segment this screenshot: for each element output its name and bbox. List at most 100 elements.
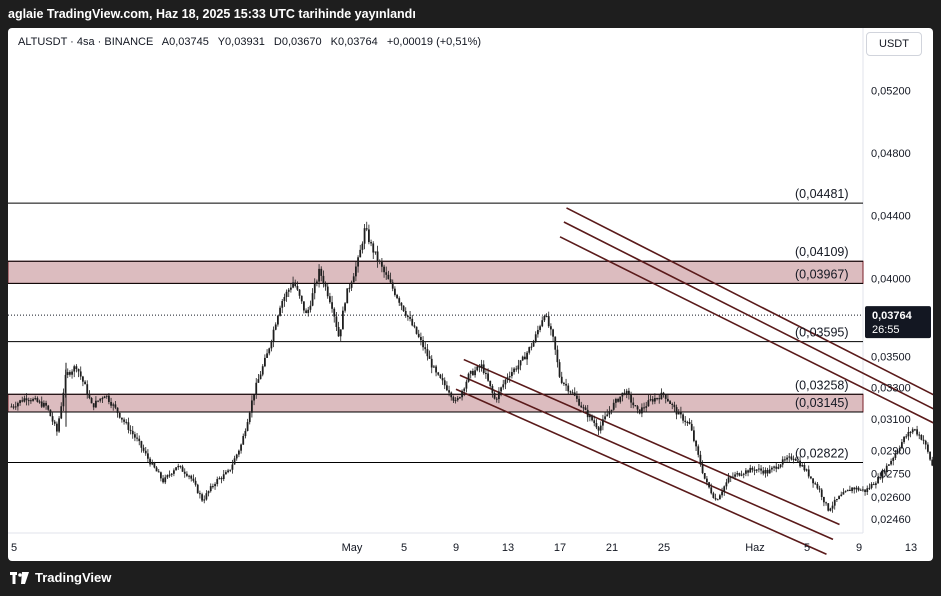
candle-body [651, 399, 654, 402]
candle-body [47, 405, 50, 410]
candle [144, 447, 147, 456]
candle-body [734, 474, 736, 477]
candle [495, 397, 498, 403]
candle [675, 404, 678, 420]
legend-symbol[interactable]: ALTUSDT · 4sa · BINANCE [18, 36, 154, 48]
candle [222, 470, 225, 482]
candle-body [554, 336, 557, 350]
candle [140, 440, 143, 453]
candle-body [240, 444, 242, 451]
candle-body [495, 398, 498, 400]
candle [103, 395, 106, 399]
candle-body [556, 349, 559, 363]
candle-body [927, 444, 929, 452]
candle [318, 264, 320, 288]
candle-body [547, 316, 550, 327]
candle [62, 388, 65, 412]
candle [892, 456, 895, 466]
candle-body [253, 394, 255, 401]
candle [580, 401, 583, 408]
candle [322, 270, 325, 288]
candle-body [885, 465, 888, 473]
candle [651, 396, 654, 405]
candle-body [413, 325, 416, 327]
candle [753, 466, 756, 476]
candle-body [144, 450, 147, 454]
candle [920, 434, 923, 441]
candle [75, 364, 78, 373]
candle [684, 416, 687, 426]
candle-body [242, 436, 245, 445]
candle-body [365, 228, 368, 230]
candle [708, 481, 710, 489]
candle-body [749, 467, 752, 473]
candle [894, 449, 897, 460]
candle [285, 289, 288, 302]
candle-body [173, 470, 175, 474]
candle-body [456, 398, 459, 401]
candle [688, 418, 691, 425]
candle [476, 365, 479, 372]
candle-body [534, 334, 537, 342]
candle [14, 401, 17, 410]
candle [667, 393, 669, 402]
candle [875, 481, 877, 489]
candle [790, 453, 793, 461]
candle-body [209, 486, 212, 492]
level-label-4: (0,03595) [795, 326, 849, 340]
candle [448, 385, 450, 397]
candle-body [201, 494, 203, 501]
candle-body [472, 370, 474, 376]
candle [482, 360, 485, 375]
candle [773, 465, 775, 472]
candle [162, 474, 164, 484]
currency-button[interactable]: USDT [866, 32, 922, 56]
candle-body [320, 268, 323, 276]
candle-body [671, 403, 674, 405]
price-chart[interactable]: 0,05200 0,04800 0,04400 0,04000 0,03500 0,033… [8, 28, 933, 561]
candle [710, 483, 713, 495]
candle [123, 417, 125, 425]
chart-frame[interactable]: 0,05200 0,04800 0,04400 0,04000 0,03500 0,033… [8, 28, 933, 561]
candle-body [316, 281, 318, 284]
candle [768, 465, 771, 474]
candle-body [606, 414, 609, 417]
candle-body [792, 458, 795, 460]
candle-body [638, 409, 641, 414]
candle-body [203, 499, 206, 501]
candle-body [248, 412, 251, 423]
candle [264, 354, 266, 368]
candle-body [352, 276, 355, 283]
candle-body [526, 352, 528, 360]
candle-body [270, 341, 273, 349]
candle-body [599, 425, 602, 431]
candle-body [153, 462, 156, 468]
candle-body [723, 486, 726, 492]
candle-body [907, 431, 910, 437]
candle [441, 373, 444, 385]
candle-body [467, 373, 470, 382]
candle [907, 426, 910, 441]
candle [725, 478, 728, 490]
candle [543, 314, 546, 322]
candle [859, 488, 862, 491]
candle-body [543, 316, 546, 321]
candle [764, 467, 767, 478]
candle-body [836, 499, 838, 501]
candle [186, 471, 188, 478]
candle [212, 483, 214, 489]
candle [175, 467, 177, 471]
candle-body [615, 399, 617, 403]
candle [807, 465, 810, 479]
candle-body [461, 390, 463, 398]
candle-body [62, 392, 65, 407]
candle-body [576, 395, 578, 399]
candle [478, 364, 481, 373]
candle-body [816, 483, 819, 489]
candle [374, 251, 377, 255]
candle-body [545, 316, 548, 318]
candle [227, 468, 229, 474]
candle-body [539, 326, 541, 330]
candle-body [719, 495, 721, 500]
candle-body [537, 329, 539, 335]
